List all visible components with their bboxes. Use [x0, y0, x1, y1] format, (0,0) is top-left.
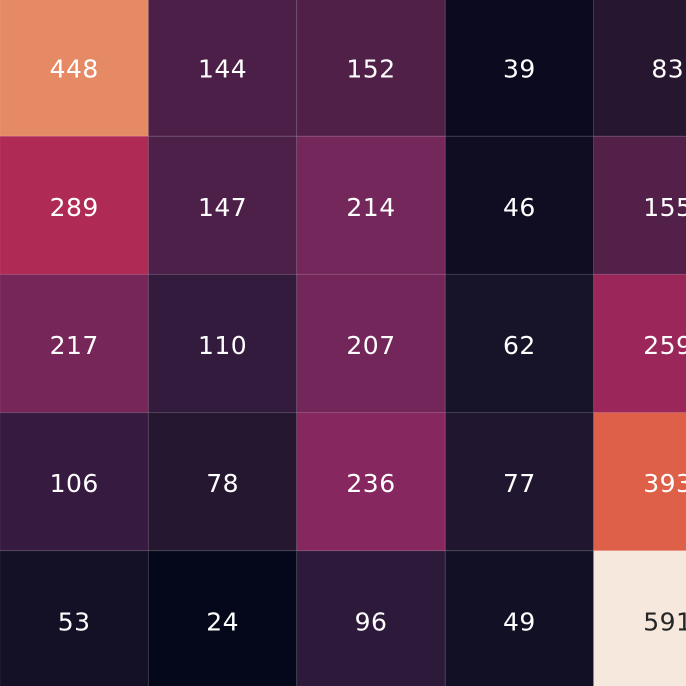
heatmap-cell-r3-c2 — [296, 412, 446, 552]
heatmap-value-label-r2-c4: 259 — [643, 331, 686, 360]
heatmap-cell-r1-c4 — [593, 135, 686, 275]
heatmap-value-label-r1-c2: 214 — [346, 193, 395, 222]
heatmap-value-label-r0-c4: 83 — [651, 55, 684, 84]
heatmap-value-label-r4-c2: 96 — [355, 607, 388, 636]
heatmap-cell-r2-c3 — [444, 273, 595, 414]
heatmap-value-label-r2-c1: 110 — [198, 331, 247, 360]
heatmap-value-label-r4-c4: 591 — [643, 607, 686, 636]
heatmap-value-labels: 448 144 152 39 83 289 147 214 46 155 217 110 207 62 25… — [50, 55, 686, 637]
heatmap-value-label-r1-c4: 155 — [643, 193, 686, 222]
heatmap-cell-r2-c2 — [296, 273, 446, 414]
heatmap-value-label-r0-c3: 39 — [503, 55, 536, 84]
heatmap-cell-r2-c4 — [593, 273, 686, 414]
heatmap-value-label-r2-c2: 207 — [346, 331, 395, 360]
heatmap-value-label-r3-c0: 106 — [50, 469, 99, 498]
heatmap-value-label-r2-c0: 217 — [50, 331, 99, 360]
heatmap-cell-r4-c3 — [444, 550, 595, 686]
heatmap-cell-r1-c0 — [0, 135, 149, 275]
heatmap-value-label-r1-c3: 46 — [503, 193, 536, 222]
heatmap-value-label-r0-c2: 152 — [346, 55, 395, 84]
heatmap-cell-r1-c3 — [444, 135, 595, 275]
heatmap-cell-r0-c4 — [593, 0, 686, 137]
heatmap-cell-r3-c1 — [147, 412, 298, 552]
heatmap-cell-r4-c4 — [593, 550, 686, 686]
heatmap-cell-r4-c0 — [0, 550, 149, 686]
heatmap-value-label-r3-c1: 78 — [206, 469, 239, 498]
heatmap-value-label-r4-c1: 24 — [206, 607, 239, 636]
heatmap-value-label-r1-c1: 147 — [198, 193, 247, 222]
heatmap-cell-r0-c2 — [296, 0, 446, 137]
heatmap-cell-r1-c1 — [147, 135, 298, 275]
heatmap-cell-r4-c1 — [147, 550, 298, 686]
heatmap-cell-r2-c0 — [0, 273, 149, 414]
heatmap-value-label-r2-c3: 62 — [503, 331, 536, 360]
heatmap-value-label-r3-c2: 236 — [346, 469, 395, 498]
heatmap-cell-r3-c0 — [0, 412, 149, 552]
heatmap-value-label-r4-c0: 53 — [58, 607, 91, 636]
heatmap-cell-r4-c2 — [296, 550, 446, 686]
heatmap-cell-r2-c1 — [147, 273, 298, 414]
heatmap-value-label-r4-c3: 49 — [503, 607, 536, 636]
heatmap-cell-r3-c4 — [593, 412, 686, 552]
heatmap-value-label-r3-c3: 77 — [503, 469, 536, 498]
heatmap-value-label-r0-c1: 144 — [198, 55, 247, 84]
heatmap-cell-r1-c2 — [296, 135, 446, 275]
heatmap-value-label-r1-c0: 289 — [50, 193, 99, 222]
heatmap-cell-r0-c0 — [0, 0, 149, 137]
heatmap-cell-r0-c1 — [147, 0, 298, 137]
heatmap-value-label-r0-c0: 448 — [50, 55, 99, 84]
heatmap-cell-r0-c3 — [444, 0, 595, 137]
heatmap-value-label-r3-c4: 393 — [643, 469, 686, 498]
heatmap-cell-r3-c3 — [444, 412, 595, 552]
